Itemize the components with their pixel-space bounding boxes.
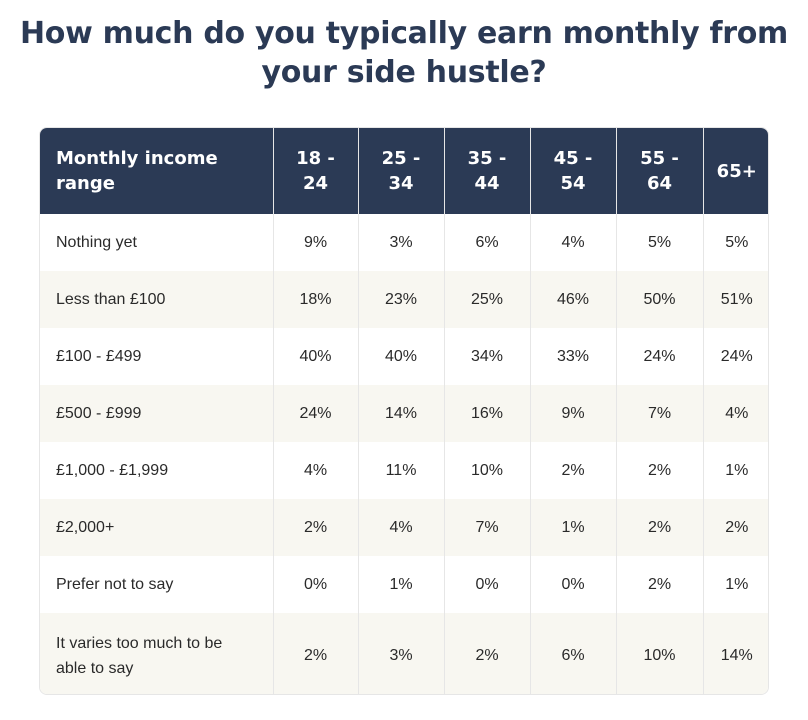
row-label: £500 - £999 (40, 385, 274, 442)
table-cell-value: 25% (444, 271, 531, 328)
table-cell-value: 40% (273, 328, 359, 385)
table-cell-value: 2% (273, 613, 359, 694)
table-cell-value: 51% (720, 290, 753, 308)
table-cell-value: 1% (725, 575, 749, 593)
row-label: £100 - £499 (40, 328, 274, 385)
table-cell-value: 46% (530, 271, 617, 328)
page-title-line-2: your side hustle? (261, 55, 547, 90)
row-label: £2,000+ (40, 499, 274, 556)
table-cell-value: 24% (720, 347, 753, 365)
table-cell-value: 0% (530, 556, 617, 613)
table-body: Nothing yet 9% 3% 6% 4% 5% 5% Less than £100 18%… (40, 214, 768, 694)
row-label: Prefer not to say (40, 556, 274, 613)
table-cell-value: 4% (530, 214, 617, 271)
page-title: How much do you typically earn monthly f… (0, 14, 808, 92)
table-cell-value: 10% (616, 613, 704, 694)
column-header-55-64: 55 - 64 (616, 128, 704, 214)
table-cell-value: 14% (358, 385, 445, 442)
income-table-container: Monthly income range 18 - 24 25 - 34 35 … (39, 127, 769, 695)
table-cell-value: 1% (530, 499, 617, 556)
table-header-row: Monthly income range 18 - 24 25 - 34 35 … (40, 128, 768, 214)
table-row: £2,000+ 2% 4% 7% 1% 2% 2% (40, 499, 768, 556)
table-cell-value: 10% (444, 442, 531, 499)
table-cell-value: 2% (616, 556, 704, 613)
table-row: £1,000 - £1,999 4% 11% 10% 2% 2% 1% (40, 442, 768, 499)
table-cell-value: 2% (444, 613, 531, 694)
table-cell-value: 6% (444, 214, 531, 271)
table-cell-value: 2% (616, 499, 704, 556)
table-cell-value: 33% (530, 328, 617, 385)
table-cell-value: 1% (358, 556, 445, 613)
table-cell-value: 34% (444, 328, 531, 385)
income-table: Monthly income range 18 - 24 25 - 34 35 … (40, 128, 768, 694)
table-row: £500 - £999 24% 14% 16% 9% 7% 4% (40, 385, 768, 442)
table-row: Less than £100 18% 23% 25% 46% 50% 51% (40, 271, 768, 328)
table-cell-value: 50% (616, 271, 704, 328)
table-cell-value: 11% (358, 442, 445, 499)
table-cell-value: 4% (358, 499, 445, 556)
table-cell-value: 2% (273, 499, 359, 556)
table-row: £100 - £499 40% 40% 34% 33% 24% 24% (40, 328, 768, 385)
table-cell-value: 3% (358, 613, 445, 694)
table-cell-value: 5% (616, 214, 704, 271)
column-header-45-54: 45 - 54 (530, 128, 617, 214)
page-title-line-1: How much do you typically earn monthly f… (19, 16, 789, 51)
table-cell-value: 16% (444, 385, 531, 442)
table-cell-value: 23% (358, 271, 445, 328)
table-cell-value: 4% (273, 442, 359, 499)
table-cell-value: 7% (616, 385, 704, 442)
table-row: Nothing yet 9% 3% 6% 4% 5% 5% (40, 214, 768, 271)
row-label: Nothing yet (40, 214, 274, 271)
table-row: Prefer not to say 0% 1% 0% 0% 2% 1% (40, 556, 768, 613)
table-cell-value: 0% (444, 556, 531, 613)
row-label: It varies too much to be able to say (40, 613, 274, 694)
table-cell-value: 4% (725, 404, 749, 422)
table-cell-value: 24% (273, 385, 359, 442)
table-cell-value: 18% (273, 271, 359, 328)
table-cell-value: 7% (444, 499, 531, 556)
row-label: £1,000 - £1,999 (40, 442, 274, 499)
table-cell-value: 0% (273, 556, 359, 613)
column-header-35-44: 35 - 44 (444, 128, 531, 214)
table-cell-value: 40% (358, 328, 445, 385)
table-cell-value: 6% (530, 613, 617, 694)
table-cell-value: 3% (358, 214, 445, 271)
column-header-income-range: Monthly income range (40, 128, 274, 214)
column-header-25-34: 25 - 34 (358, 128, 445, 214)
table-cell-value: 24% (616, 328, 704, 385)
table-row: It varies too much to be able to say 2% 3%… (40, 613, 768, 694)
table-cell-value: 2% (616, 442, 704, 499)
table-cell-value: 1% (725, 461, 749, 479)
table-cell-value: 2% (725, 518, 749, 536)
row-label: Less than £100 (40, 271, 274, 328)
table-cell-value: 14% (720, 646, 753, 664)
table-cell-value: 5% (725, 233, 749, 251)
table-cell-value: 2% (530, 442, 617, 499)
table-cell-value: 9% (273, 214, 359, 271)
table-cell-value: 9% (530, 385, 617, 442)
column-header-18-24: 18 - 24 (273, 128, 359, 214)
column-header-65-plus: 65+ (716, 160, 757, 182)
